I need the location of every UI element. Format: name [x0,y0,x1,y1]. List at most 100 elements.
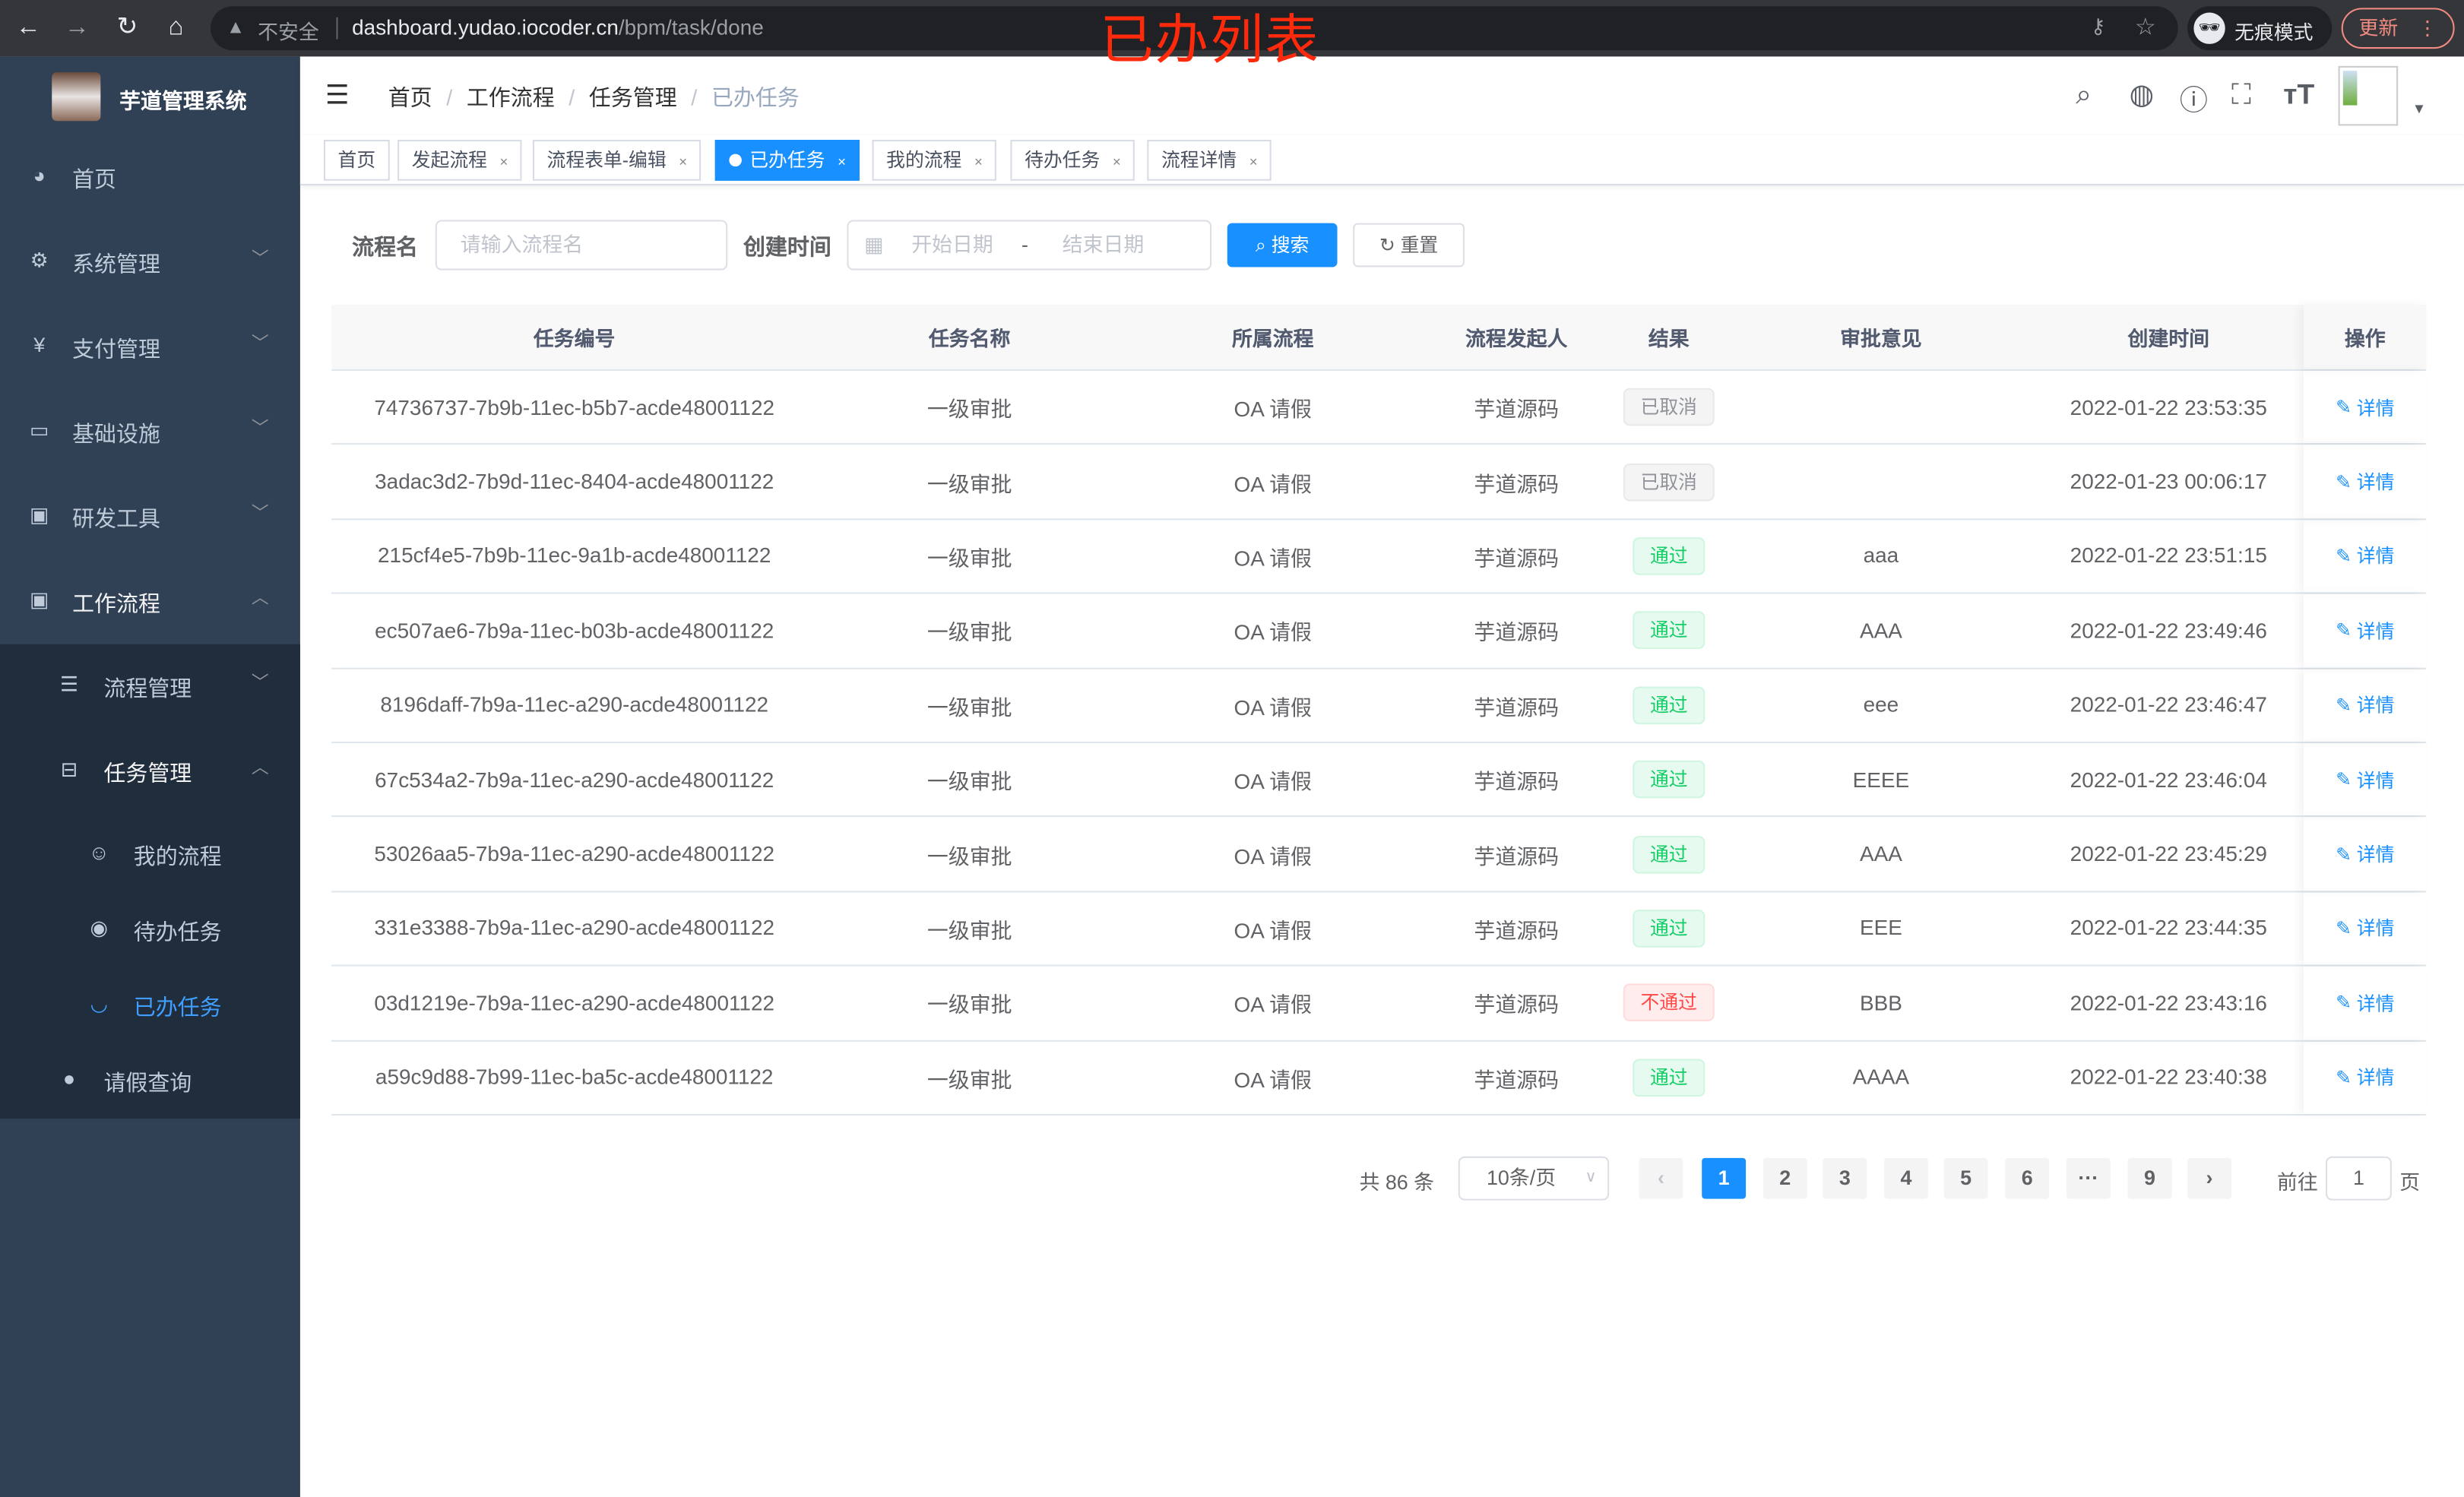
reload-icon[interactable]: ↻ [116,14,138,41]
detail-button[interactable]: ✎ 详情 [2304,1041,2426,1114]
tag-todo[interactable]: 待办任务 × [1010,140,1135,181]
detail-label: 详情 [2356,843,2395,866]
page-button[interactable]: 5 [1943,1157,1988,1199]
detail-button[interactable]: ✎ 详情 [2304,445,2426,518]
result-badge: 不通过 [1623,983,1715,1022]
approval-comment: BBB [1859,991,1902,1015]
caret-down-icon[interactable]: ▼ [2412,100,2427,117]
page-size-select[interactable]: 10条/页 ∨ [1458,1156,1610,1201]
sidebar-item-done[interactable]: ◡ 已办任务 [0,968,300,1043]
create-time: 2022-01-22 23:40:38 [2070,1065,2267,1090]
key-icon[interactable]: ⚷ [2090,14,2106,38]
sidebar-item-pay[interactable]: ¥ 支付管理 ﹀ [0,305,300,390]
sidebar-item-label: 首页 [72,166,117,192]
detail-button[interactable]: ✎ 详情 [2304,743,2426,816]
avatar[interactable] [2338,65,2399,126]
breadcrumb-item[interactable]: 工作流程 [466,84,555,110]
page-button[interactable]: 3 [1823,1157,1867,1199]
sidebar-item-leave[interactable]: ● 请假查询 [0,1043,300,1119]
tag-label: 流程详情 [1161,149,1237,172]
sidebar-item-infra[interactable]: ▭ 基础设施 ﹀ [0,390,300,475]
detail-button[interactable]: ✎ 详情 [2304,818,2426,891]
detail-button[interactable]: ✎ 详情 [2304,892,2426,965]
forward-icon[interactable]: → [64,14,90,41]
navbar: ☰ 首页 / 工作流程 / 任务管理 / 已办任务 ⌕ ◍ ⓘ ⛶ тT ▼ [299,56,2464,135]
table-body: 74736737-7b9b-11ec-b5b7-acde48001122 一级审… [331,371,2427,1116]
task-name: 一级审批 [926,695,1012,720]
insecure-label: 不安全 [258,20,319,44]
sidebar-item-workflow[interactable]: ▣ 工作流程 ︿ [0,559,300,644]
sidebar-item-system[interactable]: ⚙ 系统管理 ﹀ [0,220,300,305]
breadcrumb-item[interactable]: 首页 [388,84,432,110]
detail-button[interactable]: ✎ 详情 [2304,371,2426,444]
font-size-icon[interactable]: тT [2283,78,2315,110]
page-button[interactable]: 6 [2005,1157,2050,1199]
task-id: 215cf4e5-7b9b-11ec-9a1b-acde48001122 [378,544,771,568]
page-button[interactable]: 4 [1884,1157,1928,1199]
page-button[interactable]: 2 [1762,1157,1807,1199]
close-icon[interactable]: × [499,153,508,170]
tag-home[interactable]: 首页 [323,140,390,181]
sidebar-item-my-process[interactable]: ☺ 我的流程 [0,817,300,892]
search-button[interactable]: ⌕ 搜索 [1227,223,1338,267]
update-button[interactable]: 更新 ⋮ [2341,8,2455,49]
page-button[interactable]: 9 [2127,1157,2172,1199]
close-icon[interactable]: × [1112,153,1121,170]
back-icon[interactable]: ← [15,14,41,41]
next-page-button[interactable]: › [2187,1157,2231,1199]
sidebar-item-home[interactable]: ◕ 首页 [0,135,300,220]
chevron-down-icon: ∨ [1585,1169,1597,1187]
sidebar-item-process-manage[interactable]: ☰ 流程管理 ﹀ [0,644,300,730]
tag-start-process[interactable]: 发起流程 × [397,140,523,181]
help-icon[interactable]: ⓘ [2179,84,2208,117]
tag-done-tasks[interactable]: 已办任务 × [714,140,860,181]
tag-my-process[interactable]: 我的流程 × [872,140,997,181]
sidebar: 芋道管理系统 ◕ 首页 ⚙ 系统管理 ﹀ ¥ 支付管理 ﹀ ▭ 基础设施 ﹀ ▣ 研发工具 ﹀ ▣… [0,56,300,1497]
result-badge: 通过 [1633,834,1705,873]
fullscreen-icon[interactable]: ⛶ [2231,78,2252,110]
sidebar-item-todo[interactable]: ◉ 待办任务 [0,892,300,967]
github-icon[interactable]: ◍ [2129,78,2155,110]
close-icon[interactable]: × [838,153,846,170]
prev-page-button[interactable]: ‹ [1639,1157,1683,1199]
toolbox-icon: ▣ [29,502,49,527]
close-icon[interactable]: × [974,153,983,170]
result-cell: 通过 [1609,669,1728,742]
approval-comment [1728,445,2033,518]
url-text: dashboard.yudao.iocoder.cn/bpm/task/done [352,16,764,40]
edit-icon: ✎ [2336,917,2357,940]
process-name-input[interactable]: 请输入流程名 [435,220,728,271]
page-button[interactable]: 1 [1702,1157,1747,1199]
close-icon[interactable]: × [1249,153,1258,170]
edit-icon: ✎ [2336,470,2357,493]
detail-button[interactable]: ✎ 详情 [2304,520,2426,593]
reset-button[interactable]: ↻ 重置 [1353,223,1465,267]
address-bar[interactable]: ▲ 不安全 dashboard.yudao.iocoder.cn/bpm/tas… [211,6,2178,51]
table-row: 331e3388-7b9a-11ec-a290-acde48001122 一级审… [331,892,2427,967]
detail-button[interactable]: ✎ 详情 [2304,967,2426,1040]
detail-button[interactable]: ✎ 详情 [2304,669,2426,742]
close-icon[interactable]: × [679,153,688,170]
hamburger-icon[interactable]: ☰ [325,80,350,110]
tag-process-detail[interactable]: 流程详情 × [1147,140,1272,181]
done-tasks-table: 任务编号 任务名称 所属流程 流程发起人 结果 审批意见 创建时间 操作 747… [331,305,2427,1116]
tag-form-edit[interactable]: 流程表单-编辑 × [532,140,702,181]
initiator: 芋道源码 [1474,844,1560,869]
date-range-picker[interactable]: ▦ 开始日期 - 结束日期 [847,220,1212,271]
sidebar-item-task-manage[interactable]: ⊟ 任务管理 ︿ [0,729,300,814]
column-header: 任务编号 [533,327,616,351]
incognito-badge[interactable]: 🕶 无痕模式 [2187,6,2333,51]
task-id: 53026aa5-7b9a-11ec-a290-acde48001122 [374,842,775,866]
home-icon[interactable]: ⌂ [168,14,184,41]
total-count: 共 86 条 [1359,1170,1435,1195]
detail-button[interactable]: ✎ 详情 [2304,594,2426,667]
sidebar-item-devtools[interactable]: ▣ 研发工具 ﹀ [0,474,300,559]
more-pages-button[interactable]: ··· [2066,1157,2111,1199]
goto-page-input[interactable]: 1 [2326,1156,2392,1201]
star-icon[interactable]: ☆ [2134,14,2156,41]
search-icon[interactable]: ⌕ [2076,78,2092,110]
sidebar-item-label: 任务管理 [103,760,192,786]
column-header: 任务名称 [928,327,1011,351]
breadcrumb-item[interactable]: 任务管理 [588,84,677,110]
task-id: 8196daff-7b9a-11ec-a290-acde48001122 [380,693,769,717]
